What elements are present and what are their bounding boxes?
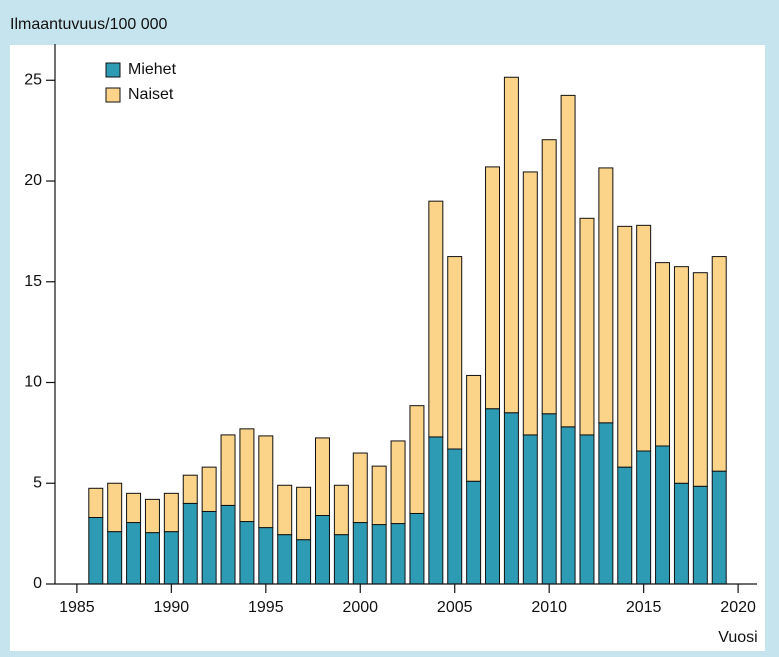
x-axis-title: Vuosi <box>718 629 757 646</box>
bar <box>598 422 614 585</box>
bar <box>107 482 123 533</box>
x-tick-label: 2010 <box>531 599 567 616</box>
x-tick-label: 2000 <box>342 599 378 616</box>
bar <box>314 514 330 585</box>
bar <box>220 434 236 506</box>
x-tick-label: 1995 <box>248 599 284 616</box>
bar <box>144 532 160 585</box>
bar <box>579 217 595 436</box>
y-tick-label: 10 <box>24 374 42 391</box>
legend-label: Naiset <box>128 86 174 103</box>
bar <box>333 484 349 536</box>
bar <box>692 272 708 487</box>
bar <box>182 474 198 504</box>
bar <box>579 434 595 585</box>
bar <box>201 466 217 512</box>
bar <box>239 428 255 523</box>
y-tick-label: 20 <box>24 172 42 189</box>
bar <box>390 523 406 585</box>
bar <box>371 524 387 585</box>
bar <box>541 413 557 585</box>
bar <box>447 448 463 585</box>
legend-label: Miehet <box>128 61 177 78</box>
bar <box>673 266 689 484</box>
x-tick-label: 1990 <box>154 599 190 616</box>
bar <box>466 374 482 482</box>
bar <box>409 405 425 514</box>
bar <box>163 492 179 533</box>
bar <box>711 470 727 585</box>
bar <box>636 224 652 452</box>
bar <box>352 452 368 524</box>
bar <box>88 517 104 585</box>
x-tick-label: 1985 <box>59 599 95 616</box>
bar <box>182 502 198 585</box>
bar <box>673 482 689 585</box>
bar <box>296 486 312 541</box>
bar <box>163 531 179 585</box>
bar <box>636 450 652 585</box>
plot-panel <box>10 45 765 651</box>
bar <box>428 200 444 438</box>
bar <box>522 171 538 436</box>
y-axis-title: Ilmaantuvuus/100 000 <box>10 16 168 33</box>
bar <box>239 521 255 585</box>
bar <box>655 445 671 585</box>
bar <box>485 408 501 585</box>
bar <box>522 434 538 585</box>
bar <box>144 498 160 534</box>
bar <box>560 426 576 585</box>
bar <box>352 522 368 585</box>
bar <box>258 527 274 585</box>
bar <box>296 539 312 585</box>
bar <box>655 262 671 447</box>
bar <box>711 256 727 472</box>
x-tick-label: 2020 <box>720 599 756 616</box>
bar <box>258 435 274 529</box>
bar <box>390 440 406 525</box>
bar <box>126 492 142 524</box>
x-tick-label: 2015 <box>626 599 662 616</box>
bar <box>88 487 104 519</box>
bar <box>333 534 349 585</box>
bar <box>277 534 293 585</box>
x-tick-label: 2005 <box>437 599 473 616</box>
bar <box>277 484 293 536</box>
bar <box>503 412 519 585</box>
bar <box>107 531 123 585</box>
bar <box>409 512 425 585</box>
bar <box>201 510 217 585</box>
bar <box>126 522 142 585</box>
bar <box>428 436 444 585</box>
y-tick-label: 15 <box>24 273 42 290</box>
bar <box>560 94 576 428</box>
y-tick-label: 0 <box>33 575 42 592</box>
bar <box>314 437 330 516</box>
bar <box>220 504 236 585</box>
bar <box>447 256 463 450</box>
bar <box>541 139 557 415</box>
bar <box>617 466 633 585</box>
bar <box>617 225 633 468</box>
legend-swatch <box>105 62 121 78</box>
bar <box>503 76 519 414</box>
bar <box>371 465 387 526</box>
bar <box>485 166 501 410</box>
legend-swatch <box>105 87 121 103</box>
y-tick-label: 5 <box>33 474 42 491</box>
bar <box>466 480 482 585</box>
bar <box>692 485 708 585</box>
bar <box>598 167 614 424</box>
y-tick-label: 25 <box>24 71 42 88</box>
